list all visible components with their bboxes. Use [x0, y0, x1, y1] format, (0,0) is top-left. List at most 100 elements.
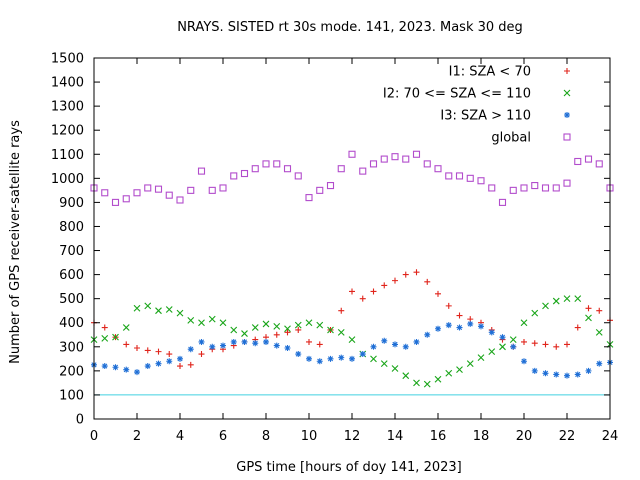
y-tick-label: 800: [59, 220, 84, 235]
data-point: [585, 305, 592, 312]
data-point: [273, 322, 281, 330]
data-point: [477, 354, 485, 362]
data-point: [316, 186, 324, 194]
data-point: [423, 160, 431, 168]
data-point: [456, 366, 463, 374]
data-point: [101, 324, 108, 331]
legend-marker: [563, 89, 571, 97]
legend-label: I2: 70 <= SZA <= 110: [383, 87, 531, 102]
data-point: [488, 184, 496, 192]
chart-title: NRAYS. SISTED rt 30s mode. 141, 2023. Ma…: [177, 20, 523, 35]
data-point: [574, 295, 582, 303]
data-point: [369, 160, 378, 168]
plot-frame: [93, 57, 611, 420]
data-point: [520, 184, 528, 192]
y-axis-label: Number of GPS receiver-satellite rays: [8, 120, 23, 364]
data-point: [456, 324, 463, 331]
data-point: [380, 155, 388, 163]
series-layer: [90, 150, 614, 396]
data-point: [144, 347, 151, 354]
data-point: [273, 160, 281, 168]
data-point: [370, 355, 377, 363]
data-point: [316, 321, 324, 329]
data-point: [520, 319, 528, 327]
data-point: [262, 160, 270, 168]
x-tick-label: 12: [344, 429, 361, 444]
data-point: [208, 315, 216, 323]
data-point: [402, 155, 410, 163]
data-point: [584, 155, 593, 163]
data-point: [424, 331, 431, 338]
data-point: [101, 189, 109, 197]
x-tick-label: 2: [133, 429, 141, 444]
data-point: [166, 351, 173, 358]
data-point: [456, 312, 463, 319]
data-point: [499, 343, 506, 351]
data-point: [542, 302, 549, 310]
data-point: [155, 307, 162, 315]
data-point: [112, 364, 119, 371]
data-point: [488, 348, 496, 356]
data-point: [294, 172, 302, 180]
data-point: [123, 366, 130, 373]
data-point: [381, 337, 388, 344]
data-point: [542, 341, 549, 348]
y-tick-label: 700: [59, 244, 84, 259]
y-tick-label: 1100: [51, 148, 84, 163]
data-point: [499, 334, 506, 341]
data-point: [445, 302, 452, 309]
data-point: [498, 198, 507, 206]
data-point: [284, 329, 291, 336]
data-point: [144, 184, 152, 192]
y-tick-label: 100: [59, 388, 84, 403]
x-tick-label: 16: [430, 429, 447, 444]
y-tick-label: 400: [59, 316, 84, 331]
y-tick-label: 300: [59, 340, 84, 355]
y-tick-label: 1500: [51, 52, 84, 67]
x-tick-label: 24: [602, 429, 619, 444]
data-point: [553, 343, 560, 350]
y-tick-label: 0: [76, 413, 84, 428]
data-point: [338, 307, 345, 314]
legend-marker: [564, 68, 570, 74]
data-point: [155, 360, 162, 367]
data-point: [521, 338, 527, 345]
legend-marker: [563, 133, 571, 141]
data-point: [445, 172, 453, 180]
data-point: [219, 184, 227, 192]
data-point: [219, 319, 227, 327]
data-point: [370, 343, 377, 350]
data-point: [574, 157, 582, 166]
data-point: [251, 165, 259, 173]
x-tick-label: 4: [176, 429, 184, 444]
data-point: [564, 372, 570, 379]
data-point: [466, 360, 474, 368]
data-point: [488, 329, 495, 336]
data-point: [574, 371, 581, 378]
data-point: [413, 338, 420, 345]
data-point: [252, 340, 259, 347]
data-point: [552, 184, 560, 192]
data-point: [424, 278, 431, 285]
data-point: [241, 338, 248, 345]
x-tick-label: 6: [219, 429, 227, 444]
data-point: [574, 324, 581, 331]
x-tick-label: 0: [90, 429, 98, 444]
data-point: [553, 371, 560, 378]
data-point: [316, 358, 323, 365]
data-point: [531, 367, 538, 374]
data-point: [133, 189, 141, 197]
x-tick-label: 14: [387, 429, 404, 444]
data-point: [348, 336, 356, 343]
data-point: [370, 288, 377, 295]
data-point: [585, 367, 592, 374]
data-point: [305, 319, 313, 327]
data-point: [434, 165, 442, 173]
data-point: [154, 185, 163, 193]
data-point: [187, 186, 195, 194]
data-point: [283, 165, 292, 173]
data-point: [391, 365, 399, 372]
data-point: [262, 320, 270, 328]
data-point: [349, 355, 355, 362]
x-tick-label: 22: [559, 429, 576, 444]
